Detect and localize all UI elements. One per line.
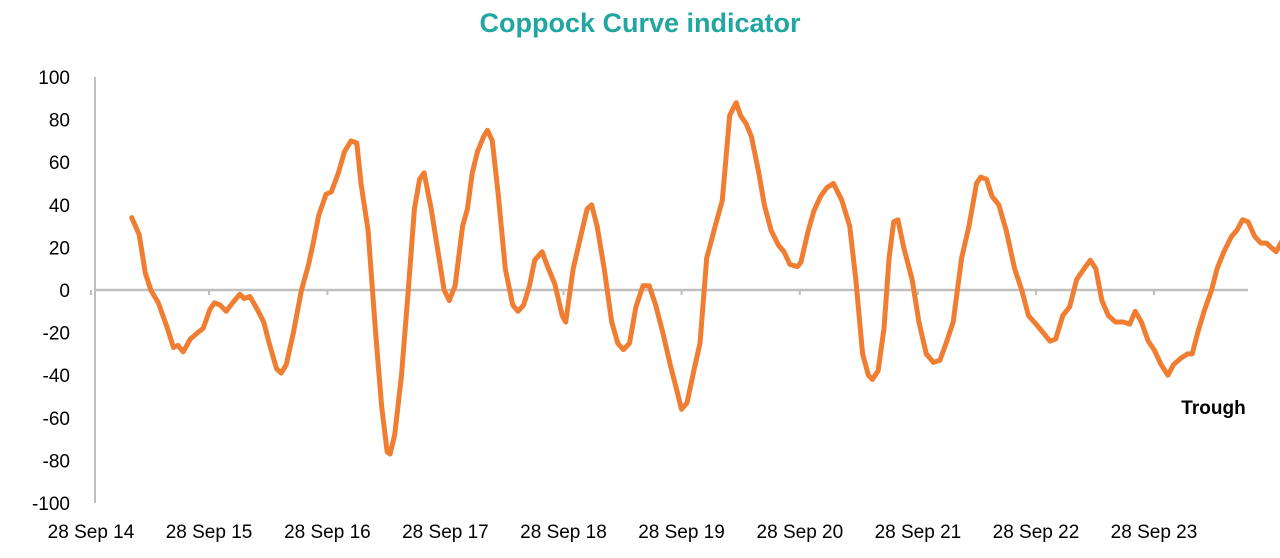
y-axis: -100 -80 -60 -40 -20 0 20 40 60 80 100: [32, 68, 96, 515]
annotation-trough: Trough: [1181, 398, 1245, 419]
x-tick-label: 28 Sep 18: [520, 522, 607, 543]
x-tick-label: 28 Sep 14: [48, 522, 135, 543]
x-tick-label: 28 Sep 21: [875, 522, 962, 543]
y-tick-label: 100: [38, 68, 70, 89]
y-tick-label: 20: [49, 238, 70, 259]
y-tick-label: 0: [59, 281, 70, 302]
series-group: [129, 100, 1280, 457]
y-tick-label: -80: [43, 451, 70, 472]
coppock-curve-line: [129, 100, 1280, 457]
y-tick-label: 40: [49, 196, 70, 217]
x-tick-label: 28 Sep 15: [166, 522, 253, 543]
y-tick-label: -100: [32, 494, 70, 515]
chart-title: Coppock Curve indicator: [479, 8, 801, 38]
x-tick-label: 28 Sep 17: [402, 522, 489, 543]
y-tick-label: -20: [43, 324, 70, 345]
x-tick-label: 28 Sep 19: [638, 522, 725, 543]
annotations: Trough: [1181, 398, 1245, 419]
x-tick-label: 28 Sep 22: [993, 522, 1080, 543]
y-tick-label: 80: [49, 111, 70, 132]
x-tick-label: 28 Sep 20: [757, 522, 844, 543]
y-tick-label: -60: [43, 409, 70, 430]
x-tick-label: 28 Sep 23: [1111, 522, 1198, 543]
x-tick-label: 28 Sep 16: [284, 522, 371, 543]
y-tick-label: 60: [49, 153, 70, 174]
x-axis: 28 Sep 14 28 Sep 15 28 Sep 16 28 Sep 17 28 S…: [48, 288, 1248, 543]
y-tick-label: -40: [43, 366, 70, 387]
